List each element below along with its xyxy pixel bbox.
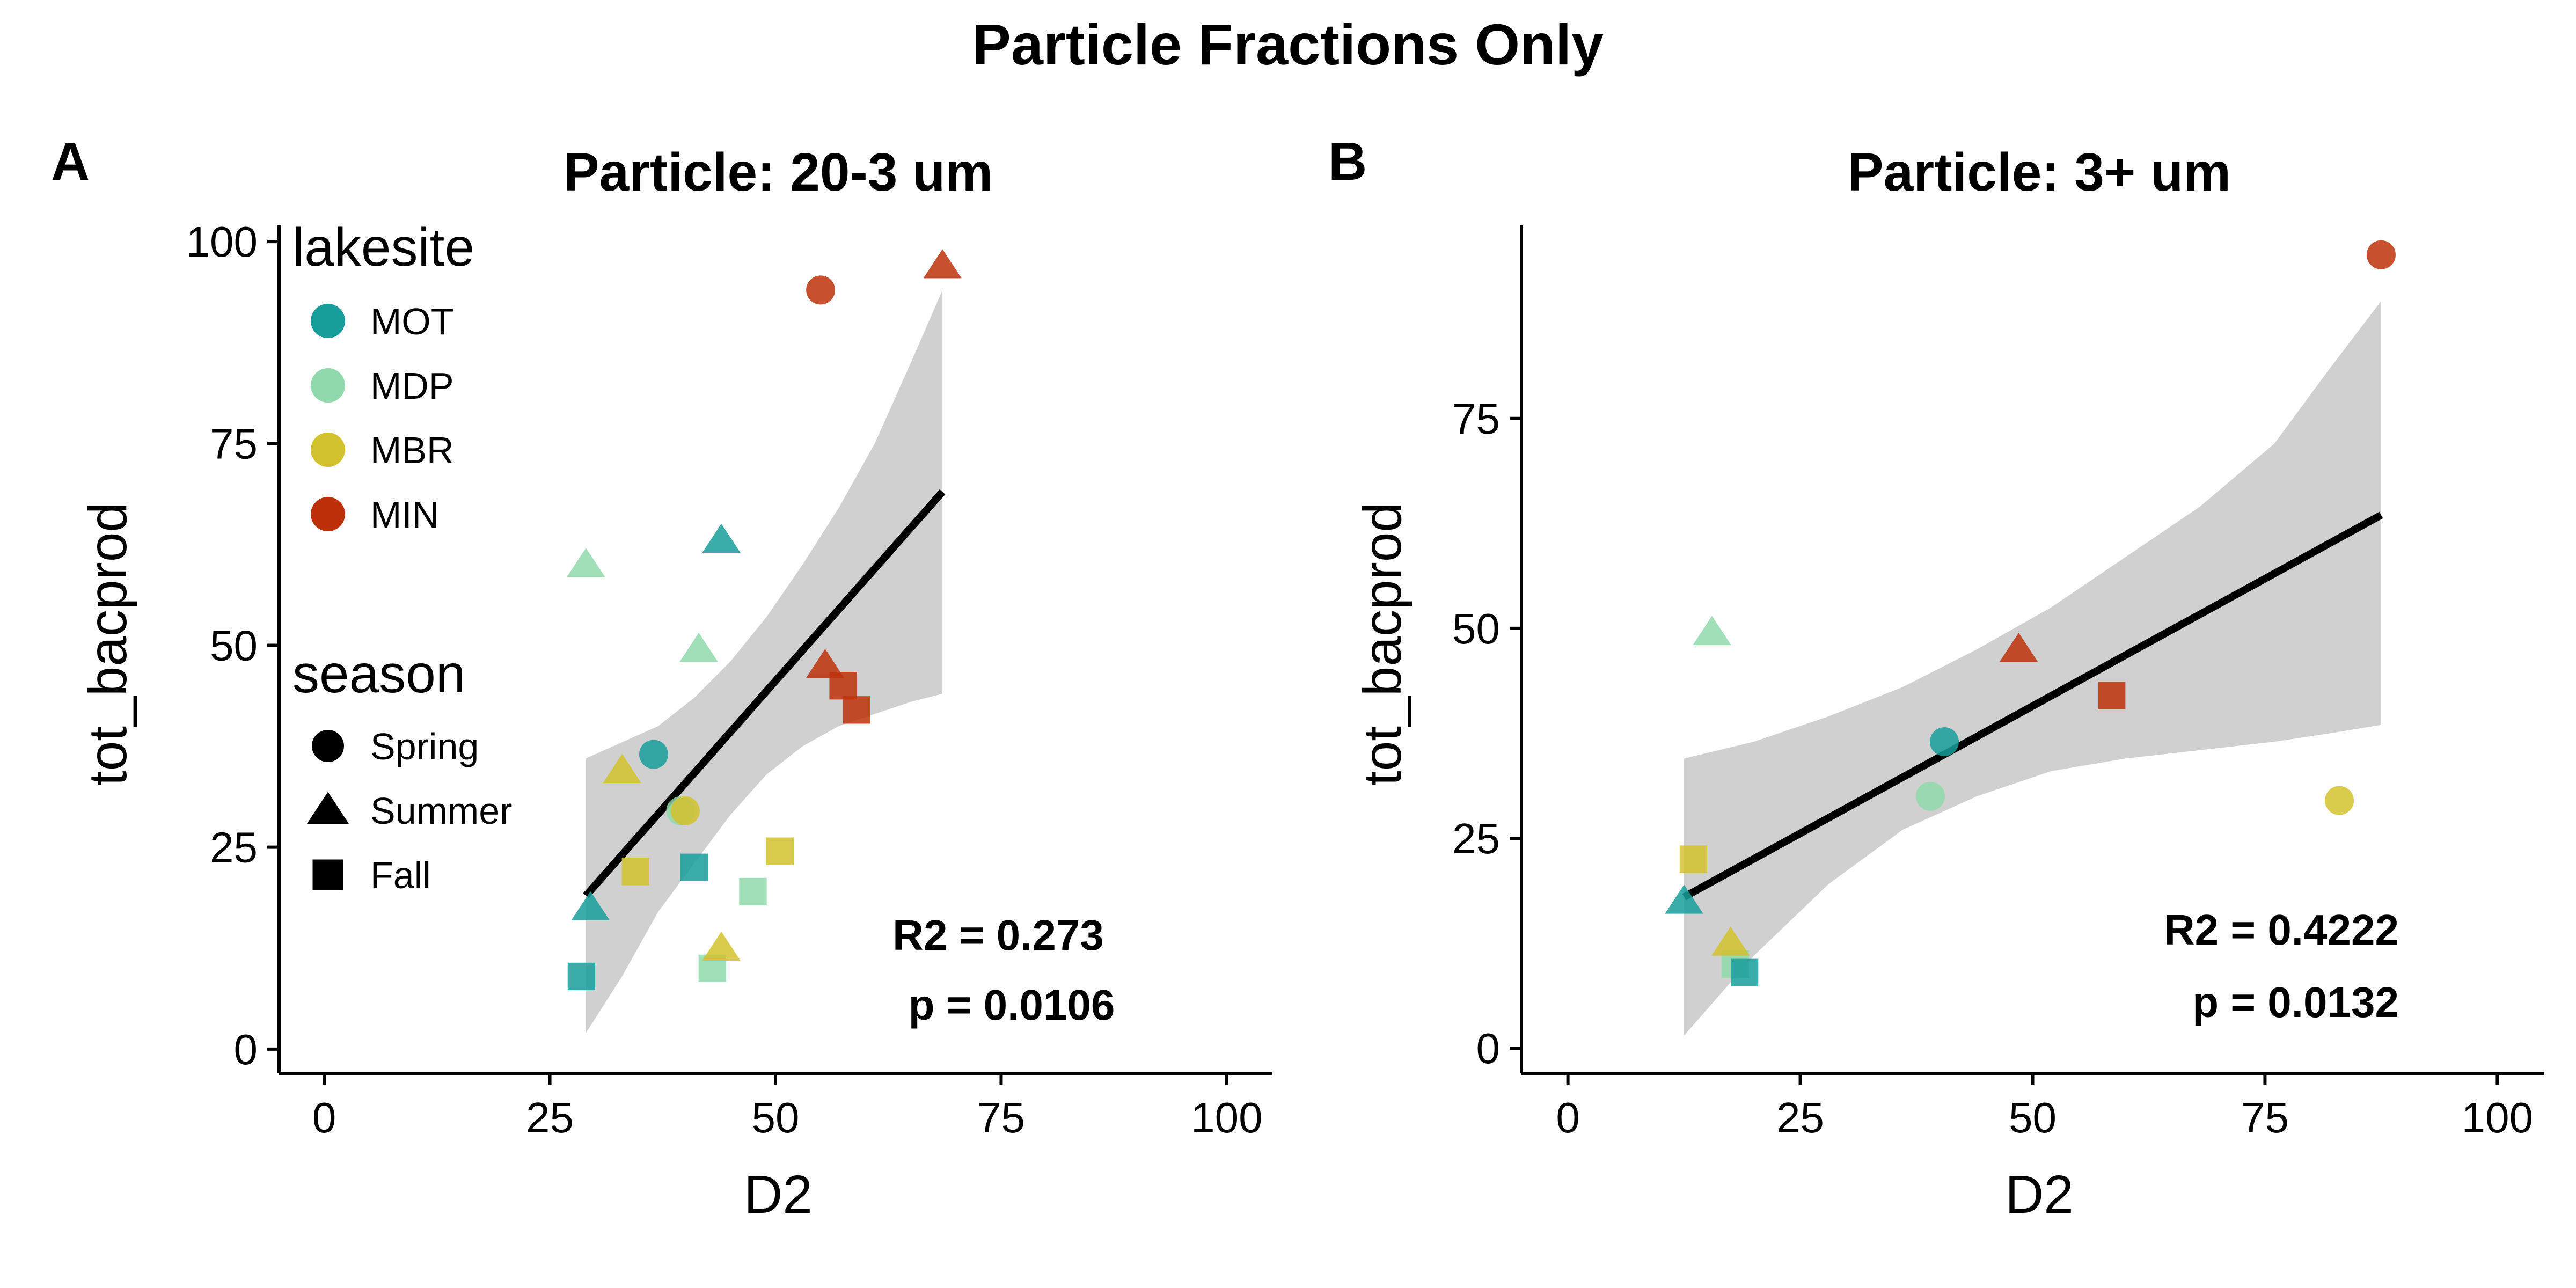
panel-b-point-9 [1730, 958, 1759, 986]
panel-b-y-axis-title: tot_bacprod [1352, 502, 1413, 786]
panel-b-x-tick-label: 25 [1776, 1094, 1824, 1141]
legend-key-mbr [311, 433, 345, 467]
panel-b-point-2 [1999, 632, 2038, 662]
panel-b-points-layer [1665, 240, 2396, 986]
panel-a-r2-annotation: R2 = 0.273 [892, 911, 1104, 959]
panel-b-point-3 [2098, 682, 2126, 709]
legend-label-spring: Spring [370, 726, 479, 767]
panel-b-x-tick-label: 50 [2009, 1094, 2057, 1141]
panel-a-point-6 [567, 547, 605, 577]
panel-a-y-tick-label: 75 [210, 420, 258, 467]
panel-b-point-11 [1679, 845, 1708, 873]
panel-a-point-11 [702, 523, 741, 553]
legend-season-keys: Spring Summer Fall [306, 726, 512, 896]
panel-a-point-19 [766, 837, 794, 865]
panel-a-point-13 [680, 853, 708, 881]
panel-a-x-tick-label: 0 [312, 1094, 336, 1141]
main-title: Particle Fractions Only [972, 12, 1604, 77]
legend-key-mdp [311, 368, 345, 402]
panel-a-point-14 [571, 891, 610, 920]
panel-a-axes: 0 25 50 75 100 0 25 50 75 100 [186, 218, 1272, 1141]
panel-b-y-tick-label: 75 [1452, 395, 1500, 443]
panel-a-x-tick-label: 25 [526, 1094, 574, 1141]
panel-a-y-tick-label: 50 [210, 621, 258, 669]
legend-label-mot: MOT [370, 301, 454, 342]
panel-b-point-4 [1693, 616, 1731, 646]
legend-key-spring [312, 730, 344, 762]
legend-color-title: lakesite [292, 217, 474, 277]
panel-a-x-axis-title: D2 [744, 1165, 813, 1225]
panel-a-point-4 [829, 672, 857, 700]
panel-a-y-tick-label: 0 [234, 1026, 258, 1073]
legend-label-fall: Fall [370, 854, 431, 896]
panel-b-x-axis-title: D2 [2005, 1165, 2074, 1225]
legend-key-summer [306, 792, 349, 824]
panel-b-axes: 0 25 50 75 0 25 50 75 100 [1452, 225, 2544, 1141]
legend-label-summer: Summer [370, 790, 512, 832]
panel-a-confidence-band [586, 290, 943, 1033]
legend-lakesite-keys: MOT MDP MBR MIN [311, 301, 454, 536]
panel-b: B Particle: 3+ um 0 25 50 75 0 25 50 75 100 D2 t… [1328, 131, 2544, 1225]
panel-a-point-2 [923, 249, 962, 279]
panel-a-p-annotation: p = 0.0106 [909, 981, 1115, 1029]
panel-a-regression-line [583, 489, 946, 898]
panel-a-letter: A [51, 131, 90, 192]
legend: lakesite MOT MDP MBR MIN season Spring Summe… [292, 217, 512, 896]
panel-b-title: Particle: 3+ um [1848, 142, 2231, 202]
panel-a-x-tick-label: 75 [977, 1094, 1025, 1141]
panel-b-point-10 [2325, 786, 2354, 815]
panel-b-regression-line [1682, 511, 2383, 901]
panel-a-point-12 [639, 740, 668, 769]
panel-a-point-1 [806, 275, 836, 305]
panel-a-point-16 [603, 753, 641, 784]
panel-a-y-axis-title: tot_bacprod [78, 502, 138, 786]
panel-b-band-layer [1684, 301, 2381, 1036]
panel-a-point-20 [702, 931, 741, 961]
panel-a-point-15 [567, 962, 596, 991]
panel-b-p-annotation: p = 0.0132 [2192, 978, 2399, 1026]
panel-a-band-layer [586, 290, 943, 1033]
legend-shape-title: season [292, 644, 465, 704]
panel-b-fit-layer [1682, 511, 2383, 901]
panel-b-point-12 [1711, 926, 1750, 956]
panel-b-y-tick-label: 0 [1476, 1024, 1501, 1072]
panel-a-point-5 [843, 696, 871, 724]
panel-a-x-tick-label: 100 [1191, 1094, 1262, 1141]
legend-key-mot [311, 304, 345, 338]
panel-b-y-tick-label: 50 [1452, 605, 1500, 653]
panel-b-letter: B [1328, 131, 1367, 192]
panel-b-point-1 [2366, 240, 2396, 269]
legend-key-fall [312, 859, 343, 890]
panel-a-x-tick-label: 50 [752, 1094, 800, 1141]
panel-a-point-17 [670, 796, 700, 825]
panel-b-x-tick-label: 0 [1556, 1094, 1580, 1141]
legend-key-min [311, 497, 345, 531]
panel-b-confidence-band [1684, 301, 2381, 1036]
panel-b-point-5 [1916, 781, 1945, 811]
panel-a-title: Particle: 20-3 um [564, 142, 993, 202]
panel-b-y-tick-label: 25 [1452, 815, 1500, 862]
panel-a-points-layer [567, 249, 962, 991]
panel-b-x-tick-label: 75 [2241, 1094, 2289, 1141]
panel-a-point-9 [739, 877, 767, 906]
legend-label-mbr: MBR [370, 429, 454, 471]
legend-label-mdp: MDP [370, 365, 454, 407]
panel-a: A Particle: 20-3 um 0 25 50 75 100 0 25 50 75 100… [51, 131, 1272, 1225]
panel-a-point-7 [679, 632, 718, 662]
panel-a-y-tick-label: 100 [186, 218, 258, 266]
panel-a-fit-layer [583, 489, 946, 898]
panel-b-r2-annotation: R2 = 0.4222 [2164, 906, 2399, 954]
legend-label-min: MIN [370, 494, 439, 536]
panel-b-point-7 [1929, 727, 1959, 757]
panel-a-point-3 [806, 649, 845, 678]
panel-b-x-tick-label: 100 [2462, 1094, 2533, 1141]
panel-b-point-8 [1665, 884, 1703, 914]
panel-a-y-tick-label: 25 [210, 824, 258, 872]
panel-a-point-18 [621, 858, 649, 885]
